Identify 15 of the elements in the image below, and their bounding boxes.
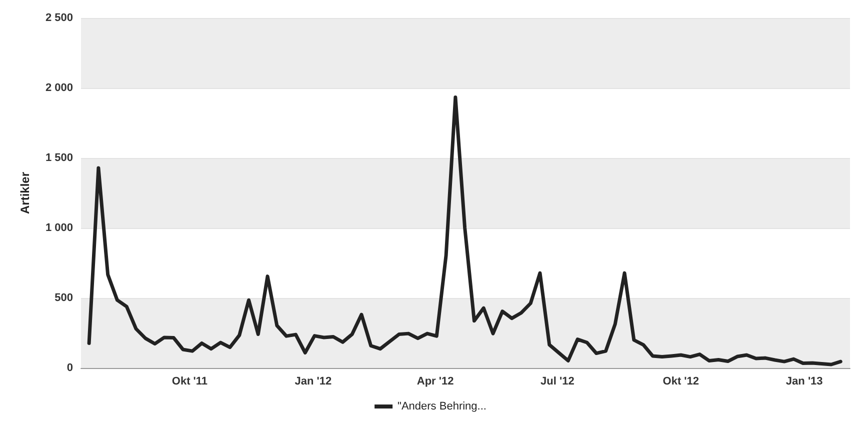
y-axis-title: Artikler — [18, 172, 32, 214]
x-tick-label: Jul '12 — [540, 376, 574, 388]
legend-label: "Anders Behring... — [398, 400, 486, 412]
x-tick-label: Jan '12 — [294, 376, 332, 388]
y-tick-label: 1 500 — [45, 152, 73, 164]
x-tick-label: Jan '13 — [786, 376, 823, 388]
y-tick-label: 500 — [54, 292, 73, 304]
line-series — [87, 95, 842, 366]
x-tick-label: Okt '11 — [172, 376, 208, 388]
y-tick-label: 1 000 — [45, 222, 73, 234]
x-tick-label: Apr '12 — [416, 376, 454, 388]
y-tick-label: 2 000 — [45, 82, 73, 94]
y-tick-label: 2 500 — [45, 12, 73, 24]
y-tick-label: 0 — [66, 362, 73, 374]
x-tick-label: Okt '12 — [662, 376, 700, 388]
